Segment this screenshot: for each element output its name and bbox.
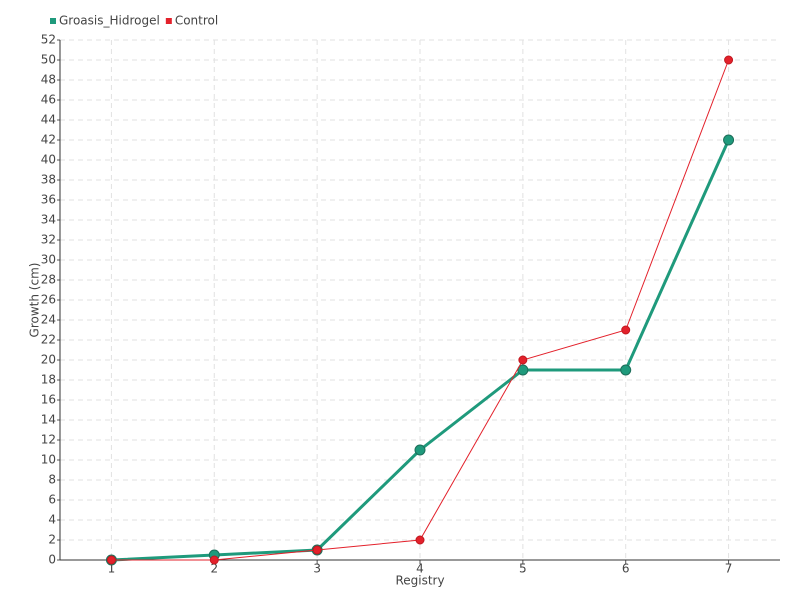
y-tick-label: 22: [41, 333, 56, 347]
x-tick-label: 3: [313, 562, 321, 576]
data-point: [517, 364, 529, 376]
y-tick-label: 28: [41, 273, 56, 287]
x-tick-label: 4: [416, 562, 424, 576]
y-tick-label: 4: [48, 513, 56, 527]
x-tick-label: 2: [210, 562, 218, 576]
data-point: [415, 535, 425, 545]
legend-swatch: [165, 18, 172, 24]
data-point: [106, 555, 116, 565]
data-point: [518, 355, 528, 365]
data-point: [621, 325, 631, 335]
y-tick-label: 26: [41, 293, 56, 307]
y-tick-label: 2: [48, 533, 56, 547]
y-tick-label: 46: [41, 93, 56, 107]
y-tick-label: 0: [48, 553, 56, 567]
y-tick-label: 16: [41, 393, 56, 407]
y-tick-label: 50: [41, 53, 56, 67]
y-tick-label: 44: [41, 113, 56, 127]
y-tick-label: 38: [41, 173, 56, 187]
y-tick-label: 18: [41, 373, 56, 387]
legend-swatch: [50, 18, 56, 24]
y-tick-label: 40: [41, 153, 56, 167]
data-point: [414, 444, 426, 456]
x-tick-label: 7: [725, 562, 733, 576]
y-tick-label: 42: [41, 133, 56, 147]
y-tick-label: 20: [41, 353, 56, 367]
x-tick-label: 5: [519, 562, 527, 576]
y-tick-label: 48: [41, 73, 56, 87]
y-tick-label: 10: [41, 453, 56, 467]
data-point: [723, 134, 735, 146]
y-tick-label: 36: [41, 193, 56, 207]
y-tick-label: 52: [41, 33, 56, 47]
y-tick-label: 14: [41, 413, 56, 427]
y-tick-label: 30: [41, 253, 56, 267]
y-tick-label: 12: [41, 433, 56, 447]
y-tick-label: 34: [41, 213, 56, 227]
y-tick-label: 8: [48, 473, 56, 487]
data-point: [209, 555, 219, 565]
y-tick-label: 6: [48, 493, 56, 507]
data-point: [620, 364, 632, 376]
x-tick-label: 1: [108, 562, 116, 576]
legend-label: Control: [175, 14, 218, 28]
data-point: [724, 55, 734, 65]
data-point: [312, 545, 322, 555]
y-axis-title: Growth (cm): [28, 263, 42, 338]
y-tick-label: 24: [41, 313, 56, 327]
y-tick-label: 32: [41, 233, 56, 247]
legend-label: Groasis_Hidrogel: [59, 14, 160, 28]
x-tick-label: 6: [622, 562, 630, 576]
x-axis-title: Registry: [395, 574, 444, 588]
